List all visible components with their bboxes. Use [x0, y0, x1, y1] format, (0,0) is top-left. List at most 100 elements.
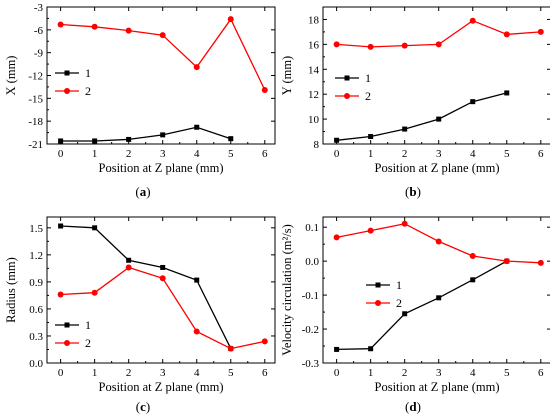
legend-marker: [64, 70, 70, 76]
legend-marker: [344, 75, 350, 81]
data-point: [125, 264, 132, 271]
y-axis-label: Radius (mm): [4, 257, 18, 323]
series-1: [334, 258, 510, 352]
legend-label: 2: [365, 89, 371, 103]
series-line: [336, 260, 508, 351]
x-tick-label: 1: [92, 367, 98, 379]
x-tick-label: 4: [470, 148, 476, 160]
data-point: [227, 16, 234, 23]
series-line: [60, 126, 232, 142]
legend-marker: [64, 340, 70, 346]
data-point: [504, 90, 510, 96]
data-point: [435, 238, 442, 245]
legend-label: 1: [365, 71, 371, 85]
panel-letter: c: [140, 399, 146, 414]
x-tick-label: 0: [58, 148, 64, 160]
data-point: [436, 295, 442, 301]
x-axis-label: Position at Z plane (mm): [99, 161, 224, 175]
legend-label: 1: [396, 278, 402, 292]
x-tick-label: 0: [334, 367, 340, 379]
data-point: [92, 138, 98, 144]
x-tick-label: 5: [504, 148, 510, 160]
y-tick-label: 16: [308, 39, 320, 51]
data-point: [435, 41, 442, 48]
y-tick-label: 18: [308, 14, 320, 26]
data-point: [469, 253, 476, 260]
panel-label: (c): [136, 399, 150, 414]
data-point: [159, 275, 166, 282]
y-tick-label: 0.3: [29, 331, 43, 343]
series-1: [58, 124, 234, 144]
data-point: [333, 41, 340, 48]
y-tick-label: -3: [34, 2, 44, 14]
x-tick-label: 2: [126, 367, 132, 379]
x-tick-label: 4: [194, 367, 200, 379]
data-point: [334, 346, 340, 352]
y-tick-label: 0.6: [29, 304, 43, 316]
x-tick-label: 3: [436, 367, 442, 379]
data-point: [160, 264, 166, 270]
series-line: [60, 17, 266, 91]
x-tick-label: 5: [228, 367, 234, 379]
data-point: [160, 132, 166, 138]
legend-marker: [64, 88, 70, 94]
data-point: [125, 27, 132, 34]
data-point: [402, 311, 408, 317]
series-2: [57, 264, 268, 352]
data-point: [469, 17, 476, 24]
data-point: [91, 289, 98, 296]
data-point: [333, 234, 340, 241]
x-axis-label: Position at Z plane (mm): [375, 161, 500, 175]
data-point: [194, 124, 200, 130]
plot-frame: [322, 6, 550, 145]
y-tick-label: -0.1: [302, 290, 319, 302]
x-tick-label: 5: [504, 367, 510, 379]
y-tick-label: -0.3: [302, 358, 320, 370]
panel-letter: d: [409, 399, 417, 414]
legend-label: 2: [85, 84, 91, 98]
x-tick-label: 2: [402, 148, 408, 160]
legend: 12: [55, 318, 91, 350]
y-tick-label: -0.2: [302, 324, 319, 336]
data-point: [436, 116, 442, 122]
series-1: [334, 90, 510, 143]
data-point: [402, 126, 408, 132]
y-tick-label: 1.5: [29, 223, 43, 235]
y-axis-label: Y (mm): [280, 56, 294, 95]
series-line: [60, 225, 232, 349]
plot-frame: [46, 6, 276, 145]
y-tick-label: 12: [308, 89, 319, 101]
data-point: [503, 31, 510, 38]
y-axis-label: X (mm): [4, 56, 18, 96]
data-point: [537, 28, 544, 35]
data-point: [334, 137, 340, 143]
data-point: [91, 23, 98, 30]
legend-label: 2: [396, 296, 402, 310]
data-point: [57, 291, 64, 298]
x-tick-label: 4: [470, 367, 476, 379]
data-point: [194, 277, 200, 283]
y-tick-label: -15: [28, 93, 43, 105]
x-axis-label: Position at Z plane (mm): [375, 380, 500, 394]
x-tick-label: 1: [92, 148, 98, 160]
data-point: [368, 134, 374, 140]
panel-label: (a): [135, 184, 150, 199]
x-tick-label: 4: [194, 148, 200, 160]
x-tick-label: 1: [368, 367, 374, 379]
panel-letter: a: [140, 184, 147, 199]
y-tick-label: -21: [28, 139, 43, 151]
data-point: [261, 86, 268, 93]
data-point: [401, 42, 408, 49]
y-tick-label: 1.2: [29, 250, 43, 262]
data-point: [228, 136, 234, 142]
data-point: [368, 346, 374, 352]
x-tick-label: 6: [538, 367, 544, 379]
data-point: [193, 64, 200, 71]
data-point: [126, 136, 132, 142]
data-point: [227, 345, 234, 352]
data-point: [367, 43, 374, 50]
